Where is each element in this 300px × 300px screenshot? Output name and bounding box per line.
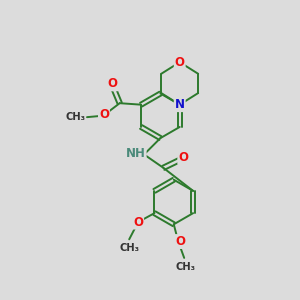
Text: O: O	[99, 108, 109, 121]
Text: O: O	[175, 235, 185, 248]
Text: O: O	[178, 151, 188, 164]
Text: N: N	[130, 148, 140, 161]
Text: CH₃: CH₃	[65, 112, 86, 122]
Text: O: O	[175, 56, 185, 69]
Text: N: N	[175, 98, 185, 111]
Text: H: H	[135, 150, 142, 159]
Text: CH₃: CH₃	[119, 244, 139, 254]
Text: O: O	[107, 77, 117, 90]
Text: NH: NH	[126, 147, 146, 161]
Text: CH₃: CH₃	[176, 262, 196, 272]
Text: O: O	[133, 216, 143, 229]
